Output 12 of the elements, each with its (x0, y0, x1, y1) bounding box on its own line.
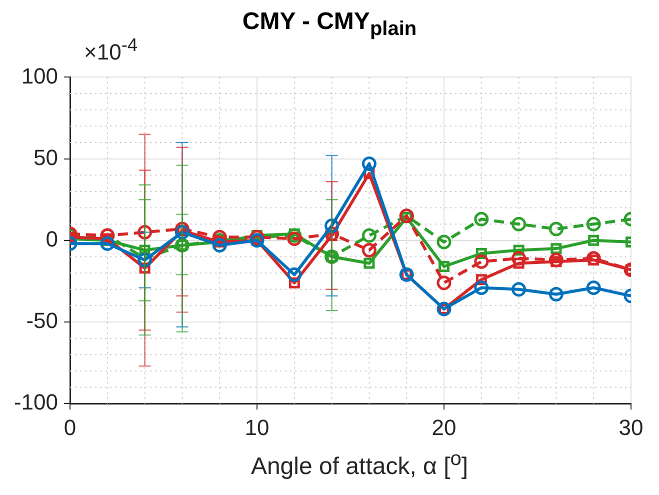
y-tick-label: -50 (26, 308, 58, 334)
x-tick-label: 20 (432, 414, 456, 440)
x-tick-label: 10 (244, 414, 270, 440)
x-axis-title: Angle of attack, α [$^{o}$] (250, 448, 470, 481)
y-tick-label: 0 (46, 226, 58, 252)
x-tick-label: 0 (64, 414, 76, 440)
chart-title: CMY - CMY$_{plain}$ (242, 8, 417, 40)
text: ×10$^{-4}$ (84, 34, 138, 66)
y-tick-label: 100 (21, 63, 58, 88)
y-tick-label: 50 (34, 144, 58, 170)
y-tick-label: -100 (14, 390, 58, 415)
x-tick-label: 30 (618, 414, 644, 440)
